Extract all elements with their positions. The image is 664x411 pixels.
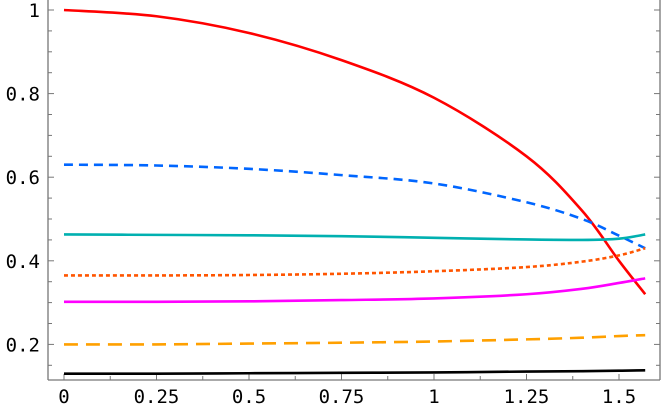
ticks: 0 0.25 0.5 0.75 1 1.25 1.5 0.2 0.4 0.6 0.8 1 — [6, 0, 660, 408]
x-tick-label: 0.25 — [134, 386, 180, 408]
x-tick-label: 1.5 — [602, 386, 636, 408]
y-tick-label: 0.8 — [6, 84, 40, 106]
series-line-3 — [63, 247, 646, 277]
series-line-0 — [63, 8, 647, 296]
x-tick-label: 0.5 — [232, 386, 266, 408]
x-tick-label: 1.25 — [504, 386, 550, 408]
series-line-4 — [63, 277, 646, 304]
y-tick-label: 0.2 — [6, 334, 40, 356]
series-line-2 — [63, 233, 646, 242]
x-tick-label: 0.75 — [319, 386, 365, 408]
y-tick-label: 0.6 — [6, 167, 40, 189]
y-tick-label: 1 — [29, 0, 40, 22]
series-group — [63, 8, 647, 375]
axes-frame — [47, 0, 661, 381]
x-tick-label: 1 — [428, 386, 439, 408]
x-tick-label: 0 — [58, 386, 69, 408]
y-tick-label: 0.4 — [6, 251, 40, 273]
series-line-5 — [63, 333, 646, 346]
series-line-1 — [63, 163, 646, 250]
series-line-6 — [63, 369, 646, 375]
